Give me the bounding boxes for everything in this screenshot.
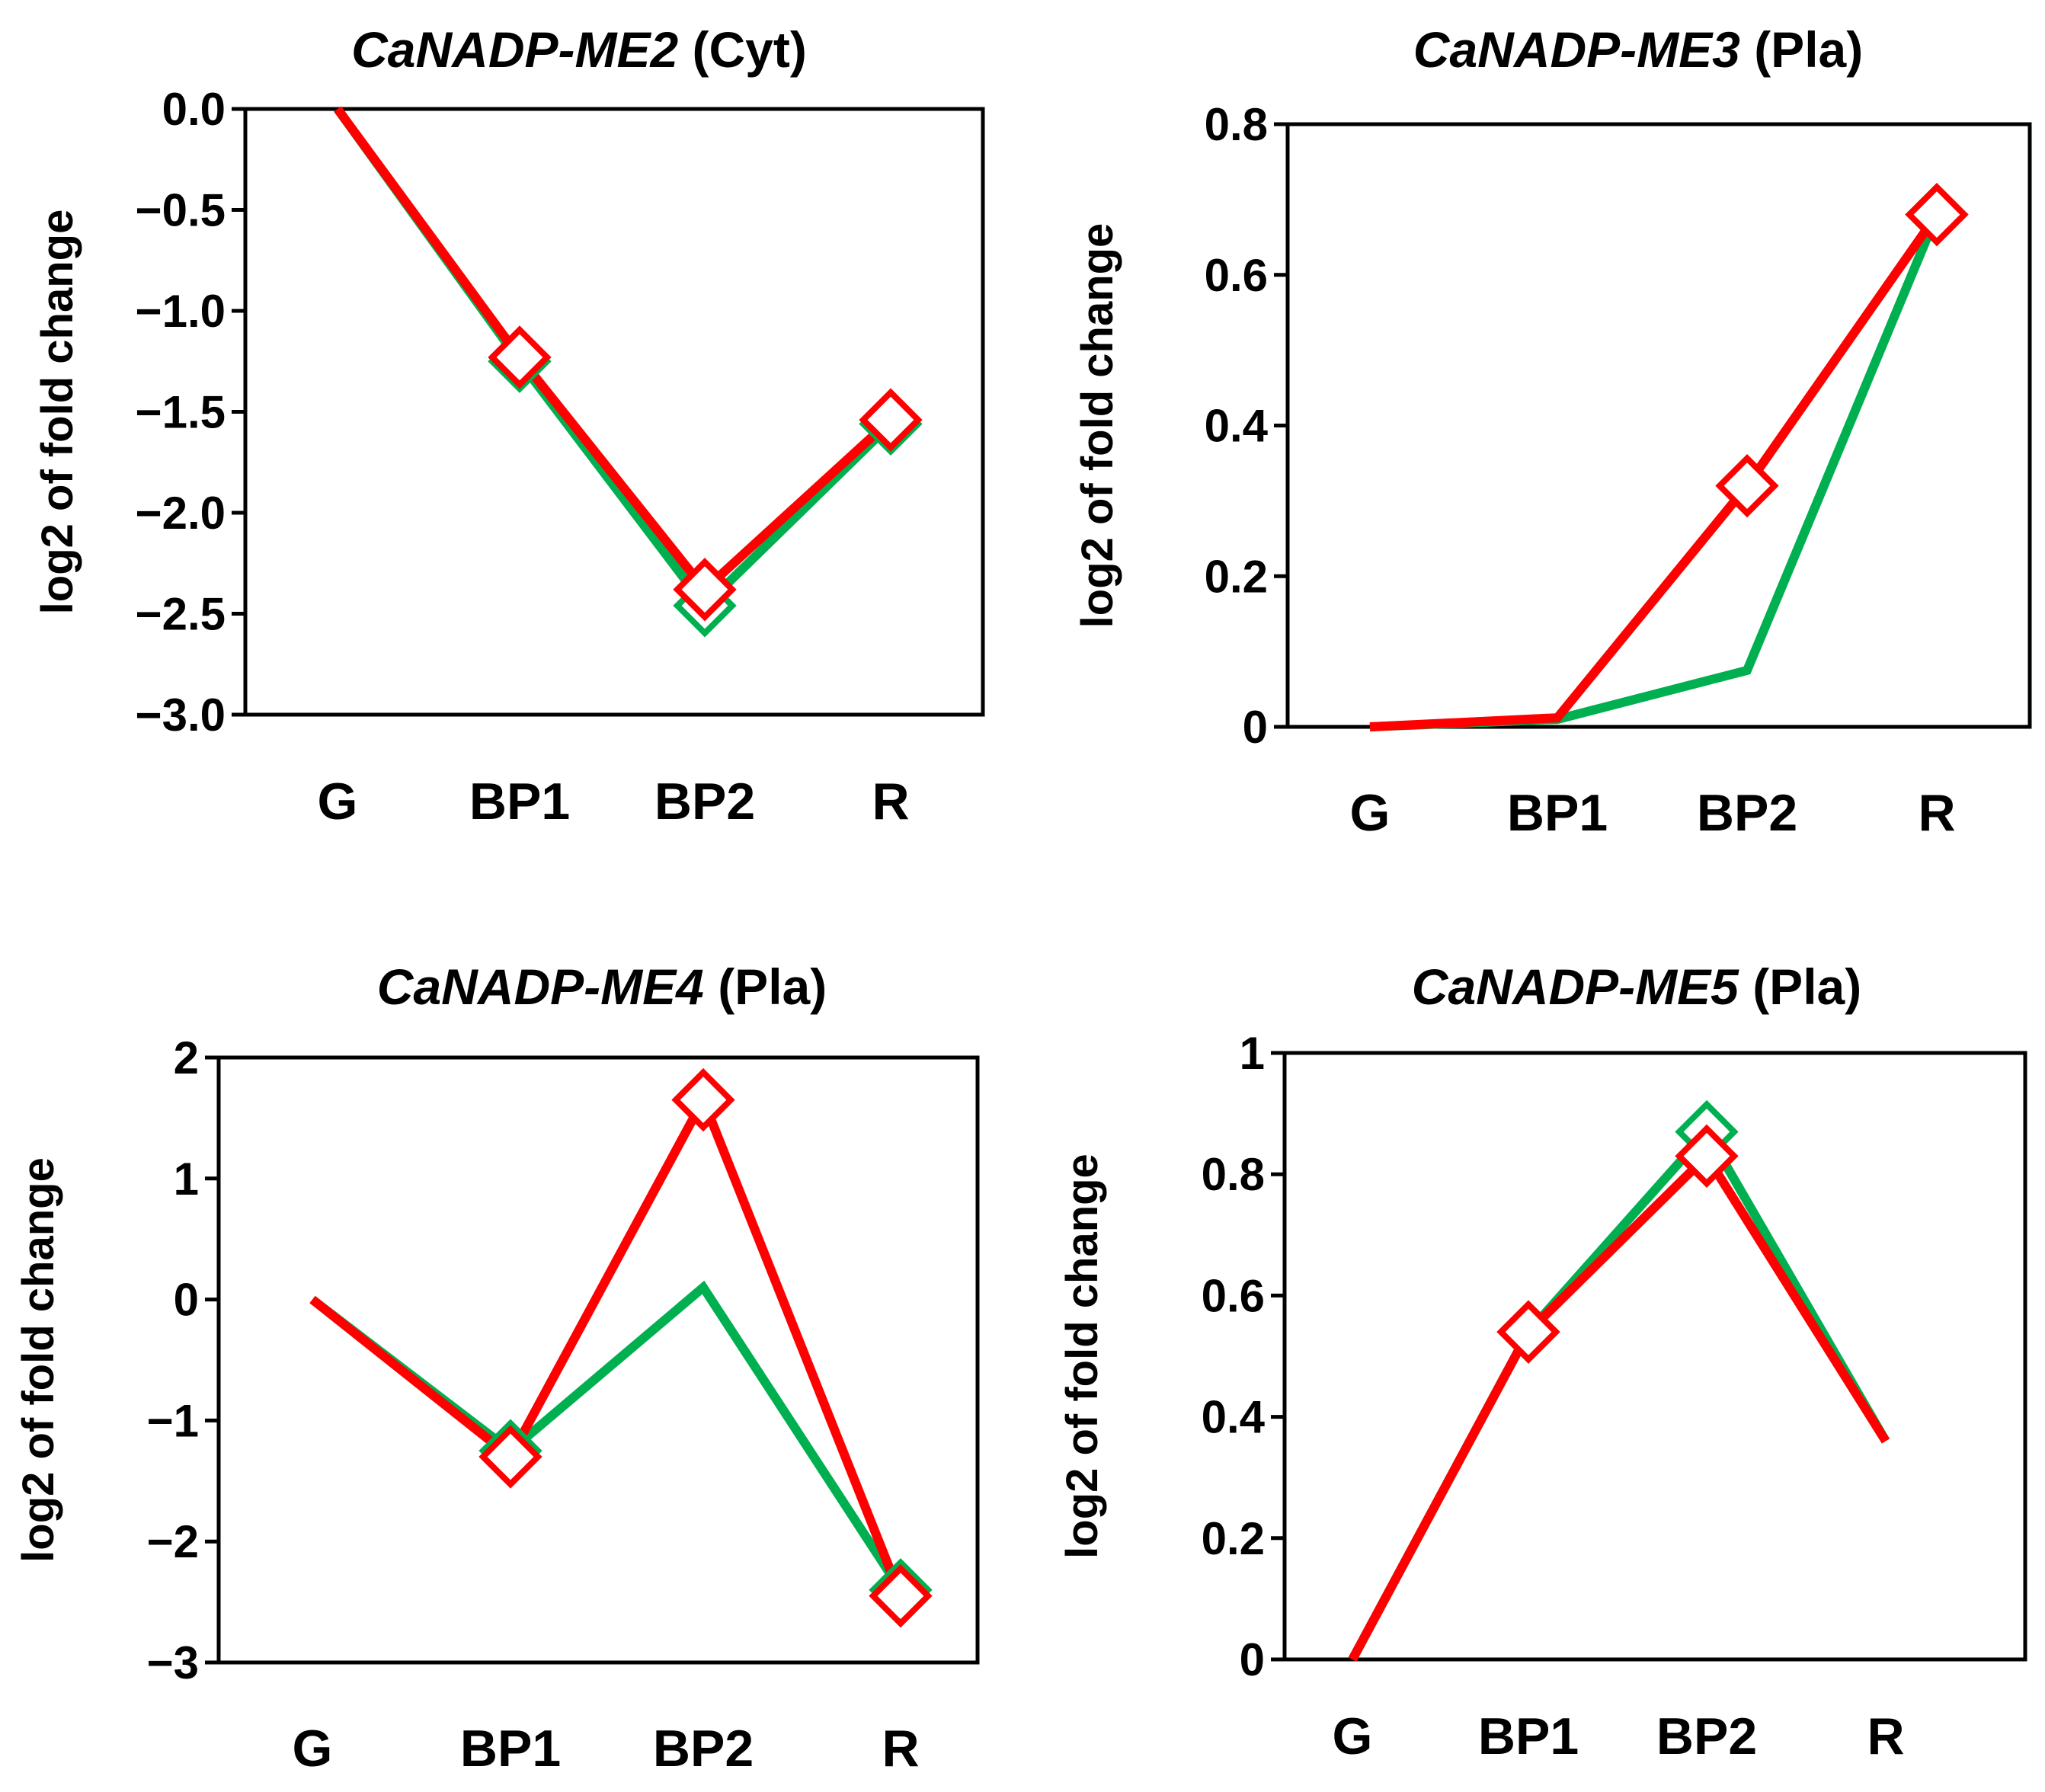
chart-title-location: (Cyt) <box>678 21 807 78</box>
x-tick-label-bp1: BP1 <box>460 1720 561 1778</box>
x-tick-label-bp2: BP2 <box>1656 1707 1757 1765</box>
marker-red-r <box>859 388 923 452</box>
y-tick-label: −3.0 <box>136 690 226 741</box>
chart-panel-4: CaNADP-ME5 (Pla) 1 0.8 0.6 0.4 0.2 0 log2 of fo… <box>1058 958 2027 1765</box>
marker-red-bp1 <box>1496 1300 1560 1364</box>
y-tick-label: 2 <box>174 1032 199 1083</box>
y-tick-label: 0 <box>1240 1634 1265 1685</box>
x-tick-label-g: G <box>293 1720 333 1778</box>
y-tick-label: −0.5 <box>136 185 226 236</box>
plot-frame <box>1282 1051 2027 1662</box>
x-tick-label-bp1: BP1 <box>1478 1707 1579 1765</box>
chart-panel-2: CaNADP-ME3 (Pla) 0.8 0.6 0.4 0.2 0 log2 of fol… <box>1073 21 2032 842</box>
chart-title-gene: CaNADP-ME3 <box>1413 21 1740 78</box>
y-tick-label: 0.4 <box>1202 1392 1266 1443</box>
y-tick-label: 0.6 <box>1202 1270 1265 1321</box>
x-tick-label-r: R <box>882 1720 919 1778</box>
x-tick-label-g: G <box>318 773 358 830</box>
x-tick-label-r: R <box>872 773 909 830</box>
x-tick-label-g: G <box>1350 784 1391 842</box>
series-line-red <box>309 1089 905 1598</box>
chart-title-location: (Pla) <box>704 958 827 1015</box>
marker-red-bp2 <box>673 558 737 622</box>
chart-title-gene: CaNADP-ME4 <box>377 958 704 1015</box>
y-tick-label: 0.0 <box>162 84 226 135</box>
y-tick-label: 0.2 <box>1205 551 1268 602</box>
y-axis-label: log2 of fold change <box>1073 223 1122 629</box>
chart-panel-3: CaNADP-ME4 (Pla) 2 1 0 −1 −2 −3 log2 of fold ch… <box>14 958 980 1778</box>
series-line-red <box>1369 212 1941 731</box>
y-tick-label: −1.0 <box>136 286 226 337</box>
marker-red-bp2 <box>1715 453 1779 518</box>
y-tick-label: −1 <box>147 1395 199 1446</box>
chart-title: CaNADP-ME3 (Pla) <box>1413 21 1863 78</box>
marker-red-bp2 <box>1675 1124 1739 1188</box>
x-tick-label-g: G <box>1333 1707 1373 1765</box>
y-tick-label: 0.8 <box>1205 99 1268 150</box>
series-line-green <box>1369 213 1941 731</box>
marker-red-bp2 <box>671 1067 735 1132</box>
y-axis-label: log2 of fold change <box>14 1157 63 1563</box>
chart-title: CaNADP-ME5 (Pla) <box>1412 958 1861 1015</box>
y-tick-label: 0.2 <box>1202 1513 1265 1564</box>
chart-panel-1: CaNADP-ME2 (Cyt) 0.0 −0.5 −1.0 −1.5 −2.0 −2.5 −… <box>33 21 985 830</box>
y-tick-label: 0 <box>174 1275 199 1326</box>
series-line-green <box>334 106 894 613</box>
chart-title: CaNADP-ME2 (Cyt) <box>351 21 807 78</box>
y-axis-label: log2 of fold change <box>1058 1154 1107 1559</box>
y-tick-label: 0.8 <box>1202 1149 1265 1200</box>
chart-title-location: (Pla) <box>1740 21 1863 78</box>
y-axis-label: log2 of fold change <box>33 210 82 615</box>
y-tick-label: −3 <box>147 1637 199 1688</box>
x-tick-label-bp1: BP1 <box>469 773 570 830</box>
chart-title-gene: CaNADP-ME2 <box>351 21 678 78</box>
y-tick-label: 1 <box>174 1154 199 1205</box>
y-tick-label: 0 <box>1243 702 1268 753</box>
chart-title-gene: CaNADP-ME5 <box>1412 958 1739 1015</box>
chart-title: CaNADP-ME4 (Pla) <box>377 958 827 1015</box>
marker-red-r <box>869 1564 933 1628</box>
series-line-green <box>309 1280 905 1592</box>
y-tick-label: −2.0 <box>136 488 226 539</box>
y-tick-label: −2 <box>147 1516 199 1567</box>
series-line-red <box>1348 1148 1890 1662</box>
y-tick-label: −2.5 <box>136 589 226 640</box>
x-tick-label-bp1: BP1 <box>1507 784 1608 842</box>
marker-red-r <box>1905 182 1969 247</box>
x-tick-label-bp2: BP2 <box>1697 784 1797 842</box>
marker-red-bp1 <box>478 1425 542 1489</box>
y-tick-label: 1 <box>1240 1028 1265 1079</box>
y-tick-label: 0.6 <box>1205 250 1268 301</box>
x-tick-label-r: R <box>1867 1707 1904 1765</box>
x-tick-label-bp2: BP2 <box>654 773 755 830</box>
x-tick-label-bp2: BP2 <box>653 1720 754 1778</box>
x-tick-label-r: R <box>1918 784 1955 842</box>
y-tick-label: −1.5 <box>136 387 226 438</box>
plot-frame <box>216 1055 980 1665</box>
y-tick-label: 0.4 <box>1205 401 1269 452</box>
chart-title-location: (Pla) <box>1739 958 1861 1015</box>
series-line-green <box>1348 1124 1890 1662</box>
series-line-red <box>334 106 894 597</box>
marker-red-bp1 <box>488 325 552 389</box>
